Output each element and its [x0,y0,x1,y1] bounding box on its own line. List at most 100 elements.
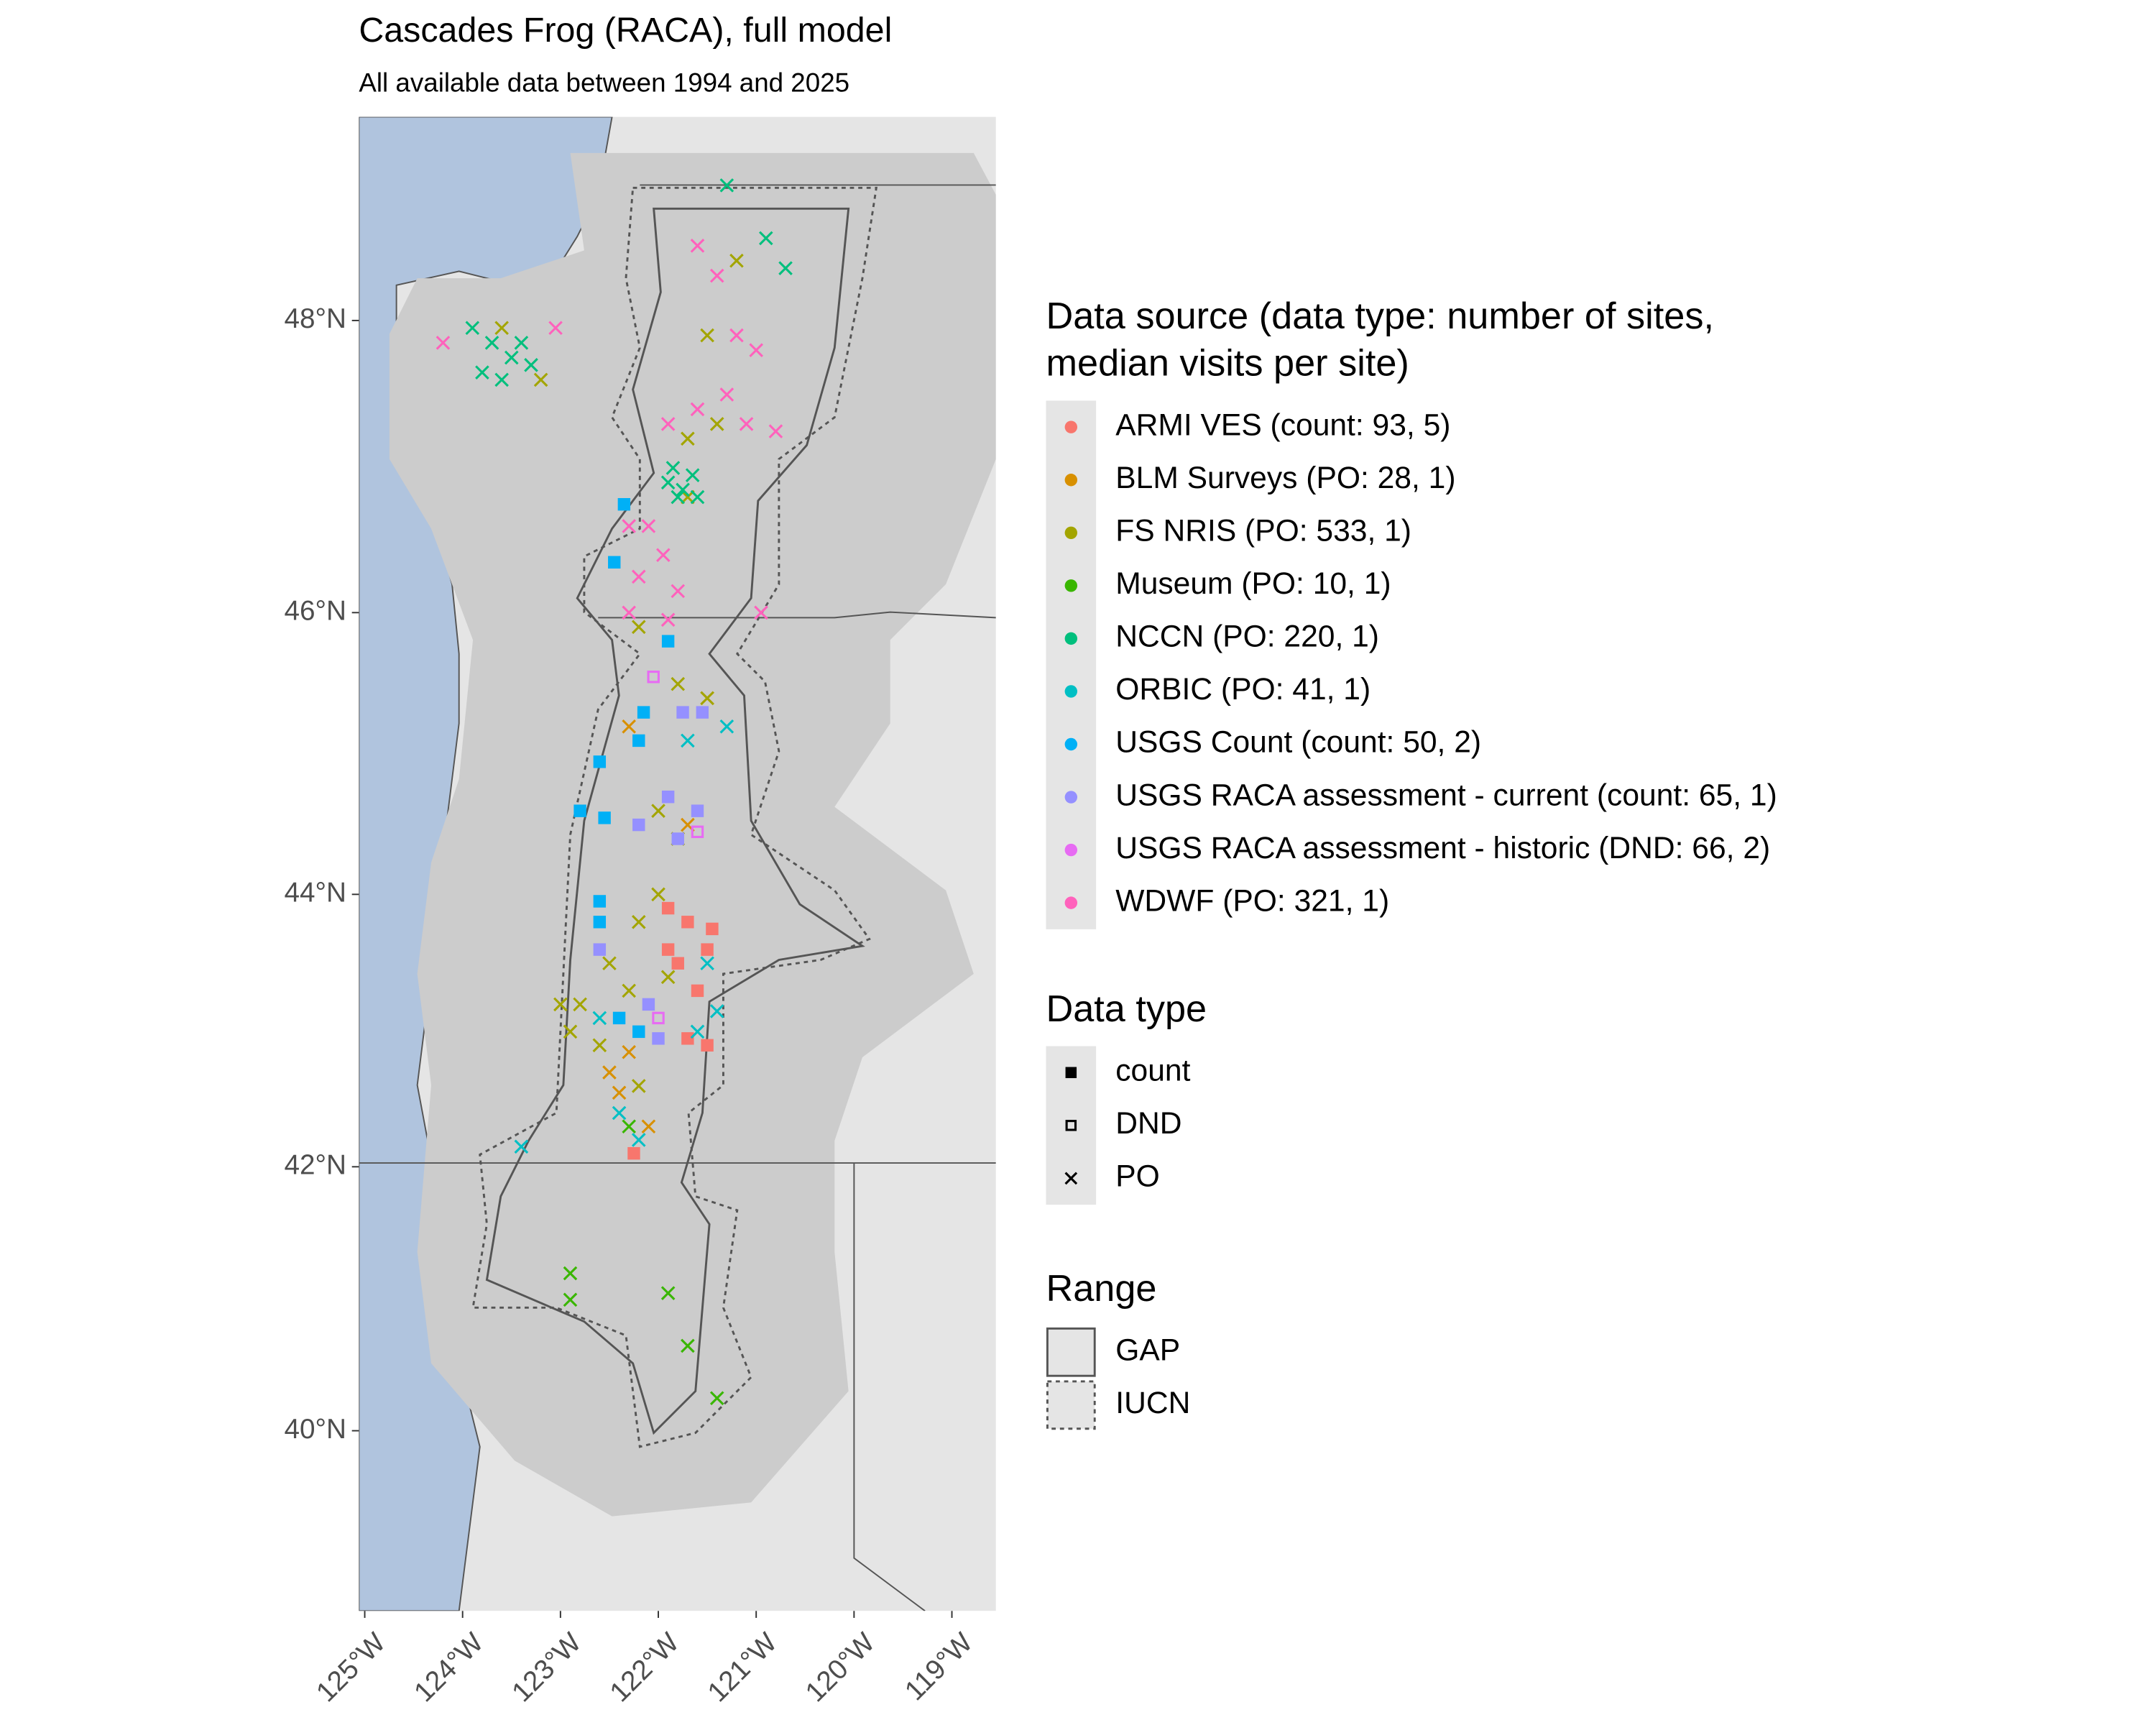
site-point [651,887,665,902]
site-point [671,489,686,505]
site-point [691,984,704,998]
chart-title: Cascades Frog (RACA), full model [359,11,892,50]
site-point [641,1119,656,1134]
site-point [719,719,734,734]
legend-label: DND [1115,1106,1181,1141]
legend-swatch [1064,632,1078,645]
site-point [690,1024,705,1039]
site-point [739,417,754,431]
site-point [671,832,684,845]
site-point [651,804,665,818]
legend-label: WDWF (PO: 321, 1) [1115,883,1389,918]
site-point [622,1119,636,1134]
site-point [563,1266,578,1281]
site-point [700,328,714,343]
site-point [729,328,744,343]
site-point [632,1025,645,1039]
x-tick-label: 123°W [506,1627,587,1708]
site-point [676,482,690,497]
site-point [652,1011,665,1025]
legend-label: BLM Surveys (PO: 28, 1) [1115,461,1455,495]
site-point [514,336,529,350]
site-point [533,372,548,387]
legend-label: USGS Count (count: 50, 2) [1115,725,1481,760]
site-point [494,372,509,387]
site-point [768,424,783,438]
site-point [671,957,684,970]
y-tick-label: 42°N [284,1150,346,1181]
x-tick-label: 124°W [408,1627,489,1708]
site-point [436,336,451,350]
site-point [524,358,538,372]
site-point [661,901,675,915]
site-point [754,605,768,620]
legend-label: NCCN (PO: 220, 1) [1115,620,1379,654]
legend-title-box: Data source (data type: number of sites,… [1046,295,1714,385]
site-point [778,261,793,275]
site-point [749,343,763,358]
legend-label: IUCN [1115,1386,1190,1420]
site-point [671,584,686,599]
legend-swatch [1064,420,1078,433]
site-point [642,998,655,1011]
site-point [612,1011,626,1025]
legend-title: Range [1046,1268,1156,1310]
site-point [475,365,489,380]
site-point [681,733,695,748]
x-tick-label: 121°W [702,1627,783,1708]
marker-open-square [1065,1120,1077,1131]
site-point [661,635,675,648]
legend-swatch [1064,843,1078,857]
chart-subtitle: All available data between 1994 and 2025 [359,68,849,98]
legend-swatch [1064,791,1078,804]
legend-label: USGS RACA assessment - historic (DND: 66… [1115,831,1770,865]
site-point [631,1079,646,1093]
site-point [681,431,695,446]
legend-range-key [1046,1380,1096,1430]
y-tick-label: 46°N [284,596,346,627]
legend-label: ARMI VES (count: 93, 5) [1115,408,1450,442]
site-point [656,548,671,563]
site-point [700,956,714,971]
legend-swatch [1064,526,1078,539]
site-point [690,489,705,505]
legend-swatch [1064,685,1078,698]
x-tick-label: 119°W [899,1627,979,1706]
marker-square [1065,1067,1077,1078]
site-point [484,336,499,350]
legend: ARMI VES (count: 93, 5) BLM Surveys (PO: … [1046,400,1777,1430]
legend-label: count [1115,1054,1190,1088]
site-point [627,1146,640,1160]
legend-title: Data source (data type: number of sites,… [1046,295,1714,385]
site-point [661,943,675,956]
site-point [632,818,645,832]
legend-range-key [1046,1327,1096,1377]
site-point [685,468,700,482]
legend-label: PO [1115,1159,1160,1194]
gap-range [485,207,865,1435]
site-point [592,1011,607,1026]
points [436,178,793,1406]
site-point [494,321,509,336]
site-point [696,706,709,719]
map-panel [359,116,996,1611]
marker-cross [1064,1172,1078,1185]
state-borders [359,184,996,1611]
legend-swatch [1064,474,1078,487]
site-point [681,1032,694,1045]
site-point [665,461,681,475]
site-point [573,997,587,1012]
legend-label: USGS RACA assessment - current (count: 6… [1115,778,1777,812]
legend-key-background [1046,400,1097,929]
site-point [622,983,636,998]
site-point [631,569,646,584]
site-point [612,1085,627,1100]
site-point [701,943,714,956]
site-point [681,916,694,929]
site-point [660,475,676,490]
site-point [573,804,586,817]
site-point [709,417,724,431]
legend-label: ORBIC (PO: 41, 1) [1115,672,1370,707]
